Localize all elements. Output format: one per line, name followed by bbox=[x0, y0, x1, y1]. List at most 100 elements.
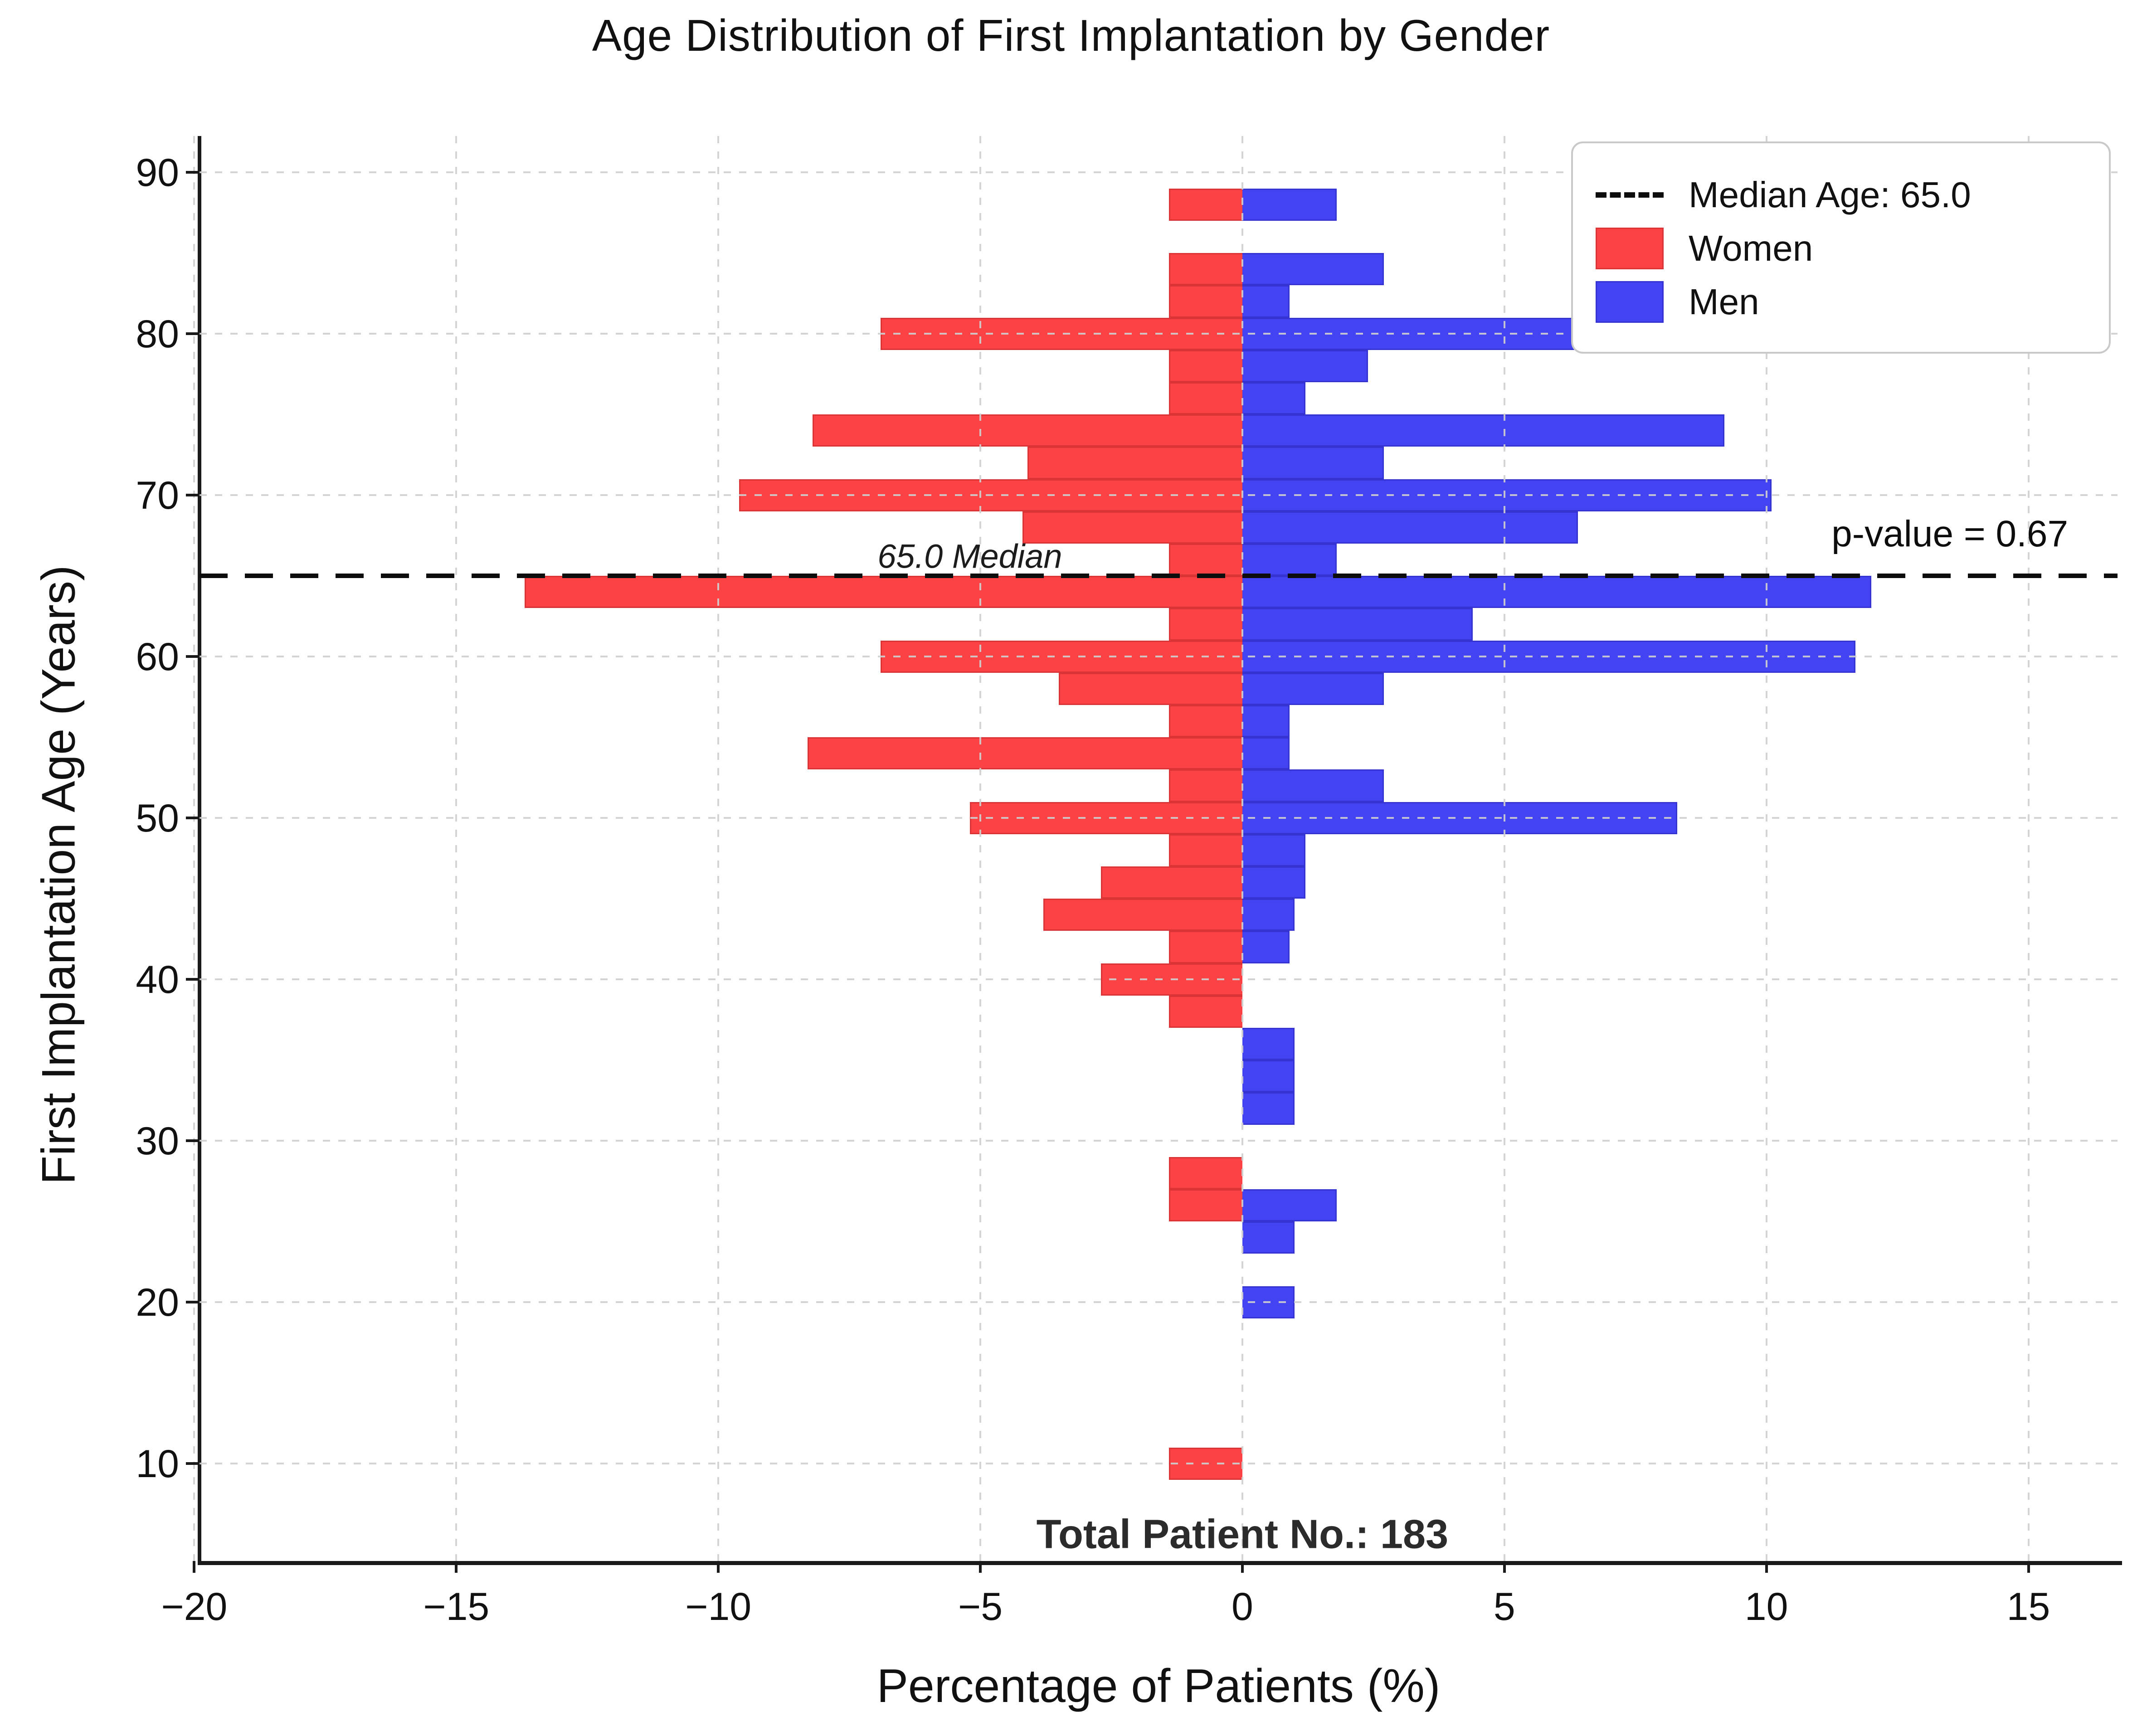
horizontal-gridline-20 bbox=[200, 1301, 2118, 1303]
men-bar-age-36 bbox=[1242, 1028, 1295, 1060]
x-tick-label-10: 10 bbox=[1744, 1585, 1788, 1629]
women-bar-age-52 bbox=[1169, 769, 1242, 802]
vertical-gridline--10 bbox=[717, 136, 720, 1561]
vertical-gridline--20 bbox=[193, 136, 195, 1561]
women-bar-age-62 bbox=[1169, 608, 1242, 641]
median-age-line bbox=[200, 574, 2118, 579]
x-tick-label--5: −5 bbox=[958, 1585, 1003, 1629]
women-bar-age-74 bbox=[813, 414, 1242, 447]
vertical-gridline--5 bbox=[979, 136, 982, 1561]
horizontal-gridline-50 bbox=[200, 817, 2118, 819]
x-tick--20 bbox=[193, 1561, 196, 1573]
vertical-gridline-5 bbox=[1503, 136, 1505, 1561]
horizontal-gridline-30 bbox=[200, 1140, 2118, 1142]
men-bar-age-56 bbox=[1242, 705, 1290, 738]
men-bar-age-74 bbox=[1242, 414, 1725, 447]
vertical-gridline--15 bbox=[455, 136, 458, 1561]
y-tick-60 bbox=[186, 655, 200, 658]
horizontal-gridline-90 bbox=[200, 171, 2118, 174]
x-tick-0 bbox=[1241, 1561, 1244, 1573]
total-patients-annotation: Total Patient No.: 183 bbox=[1036, 1512, 1449, 1557]
median-annotation: 65.0 Median bbox=[877, 537, 1062, 575]
x-tick--5 bbox=[979, 1561, 982, 1573]
men-bar-age-58 bbox=[1242, 672, 1384, 705]
y-tick-label-90: 90 bbox=[136, 151, 179, 195]
men-bar-age-48 bbox=[1242, 834, 1305, 867]
women-bar-age-78 bbox=[1169, 350, 1242, 382]
women-swatch-icon bbox=[1596, 228, 1664, 269]
x-axis-label: Percentage of Patients (%) bbox=[876, 1660, 1441, 1712]
men-bar-age-76 bbox=[1242, 382, 1305, 415]
x-tick-5 bbox=[1503, 1561, 1506, 1573]
x-tick--10 bbox=[717, 1561, 720, 1573]
men-bar-age-82 bbox=[1242, 285, 1290, 318]
x-tick-label-15: 15 bbox=[2006, 1585, 2050, 1629]
horizontal-gridline-70 bbox=[200, 494, 2118, 496]
p-value-annotation: p-value = 0.67 bbox=[1831, 513, 2069, 554]
y-tick-label-10: 10 bbox=[136, 1442, 179, 1486]
women-bar-age-48 bbox=[1169, 834, 1242, 867]
y-tick-label-50: 50 bbox=[136, 797, 179, 841]
median-dash-icon bbox=[1596, 192, 1664, 198]
vertical-gridline-10 bbox=[1765, 136, 1767, 1561]
women-bar-age-28 bbox=[1169, 1157, 1242, 1190]
x-tick-label-5: 5 bbox=[1493, 1585, 1515, 1629]
y-tick-10 bbox=[186, 1462, 200, 1465]
men-bar-age-64 bbox=[1242, 576, 1871, 608]
men-bar-age-72 bbox=[1242, 447, 1384, 479]
men-bar-age-32 bbox=[1242, 1092, 1295, 1125]
vertical-gridline-15 bbox=[2027, 136, 2030, 1561]
chart-title: Age Distribution of First Implantation b… bbox=[592, 10, 1550, 60]
y-tick-40 bbox=[186, 978, 200, 981]
women-bar-age-56 bbox=[1169, 705, 1242, 738]
men-bar-age-52 bbox=[1242, 769, 1384, 802]
women-bar-age-42 bbox=[1169, 931, 1242, 963]
y-tick-label-80: 80 bbox=[136, 312, 179, 356]
women-bar-age-84 bbox=[1169, 253, 1242, 286]
men-bar-age-26 bbox=[1242, 1189, 1337, 1222]
legend-item-women: Women bbox=[1596, 228, 2086, 269]
horizontal-gridline-60 bbox=[200, 656, 2118, 658]
men-bar-age-44 bbox=[1242, 899, 1295, 931]
women-bar-age-66 bbox=[1169, 543, 1242, 576]
legend-women-label: Women bbox=[1689, 228, 1813, 268]
y-tick-label-70: 70 bbox=[136, 474, 179, 518]
men-bar-age-62 bbox=[1242, 608, 1473, 641]
x-tick-10 bbox=[1765, 1561, 1768, 1573]
women-bar-age-76 bbox=[1169, 382, 1242, 415]
men-bar-age-42 bbox=[1242, 931, 1290, 963]
men-bar-age-88 bbox=[1242, 188, 1337, 221]
women-bar-age-68 bbox=[1022, 511, 1242, 544]
women-bar-age-64 bbox=[524, 576, 1242, 608]
men-bar-age-46 bbox=[1242, 866, 1305, 899]
x-tick-label-0: 0 bbox=[1231, 1585, 1253, 1629]
men-bar-age-34 bbox=[1242, 1060, 1295, 1093]
horizontal-gridline-40 bbox=[200, 978, 2118, 981]
men-bar-age-54 bbox=[1242, 737, 1290, 770]
women-bar-age-82 bbox=[1169, 285, 1242, 318]
women-bar-age-46 bbox=[1100, 866, 1242, 899]
y-axis-spine bbox=[198, 136, 201, 1565]
legend-men-label: Men bbox=[1689, 282, 1759, 322]
y-tick-30 bbox=[186, 1139, 200, 1143]
women-bar-age-72 bbox=[1027, 447, 1242, 479]
y-tick-90 bbox=[186, 171, 200, 174]
y-tick-80 bbox=[186, 332, 200, 336]
women-bar-age-54 bbox=[807, 737, 1242, 770]
women-bar-age-38 bbox=[1169, 995, 1242, 1028]
y-tick-label-60: 60 bbox=[136, 635, 179, 679]
vertical-gridline-0 bbox=[1241, 136, 1243, 1561]
plot-area bbox=[193, 136, 2118, 1561]
women-bar-age-44 bbox=[1043, 899, 1242, 931]
men-bar-age-84 bbox=[1242, 253, 1384, 286]
legend-item-median: Median Age: 65.0 bbox=[1596, 174, 2086, 216]
women-bar-age-26 bbox=[1169, 1189, 1242, 1222]
horizontal-gridline-80 bbox=[200, 333, 2118, 335]
horizontal-gridline-10 bbox=[200, 1463, 2118, 1465]
x-tick-label--20: −20 bbox=[161, 1585, 228, 1629]
x-axis-spine bbox=[198, 1561, 2122, 1565]
y-tick-label-40: 40 bbox=[136, 958, 179, 1002]
legend-median-label: Median Age: 65.0 bbox=[1689, 175, 1971, 215]
y-tick-70 bbox=[186, 494, 200, 497]
men-bar-age-66 bbox=[1242, 543, 1337, 576]
